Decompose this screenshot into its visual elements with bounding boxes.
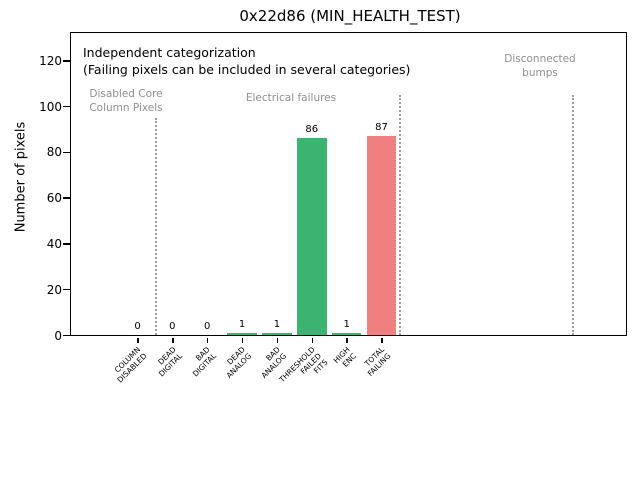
y-tick-label: 20 — [46, 282, 62, 297]
y-tick-mark — [63, 334, 70, 337]
x-tick-mark — [137, 338, 139, 343]
y-tick-label: 0 — [54, 328, 62, 343]
x-tick-mark — [241, 338, 244, 343]
x-tick-label: TOTAL FAILING — [363, 345, 393, 379]
y-axis-label: Number of pixels — [13, 121, 29, 233]
y-tick-mark — [63, 243, 70, 245]
y-tick-mark — [63, 60, 70, 62]
y-tick-label: 60 — [46, 191, 62, 206]
region-label-disconnected-bumps: Disconnected bumps — [504, 53, 576, 79]
separator-line — [571, 94, 574, 335]
x-tick-mark — [172, 338, 174, 343]
region-label-disabled-core: Disabled Core Column Pixels — [89, 88, 163, 114]
x-tick-label: COLUMN DISABLED — [112, 345, 149, 385]
y-tick-label: 120 — [39, 53, 62, 68]
bar-value-label: 1 — [238, 318, 246, 330]
y-tick-mark — [63, 197, 70, 199]
chart-title: 0x22d86 (MIN_HEALTH_TEST) — [239, 7, 461, 25]
x-tick-label: DEAD ANALOG — [224, 345, 254, 381]
bar-value-label: 87 — [375, 121, 388, 133]
y-tick-label: 40 — [46, 236, 62, 251]
x-tick-label: DEAD DIGITAL — [155, 345, 184, 379]
bar — [227, 332, 257, 335]
bar-value-label: 0 — [134, 321, 141, 332]
y-tick-mark — [63, 105, 70, 108]
y-tick-label: 80 — [46, 145, 62, 160]
bar-value-label: 86 — [305, 124, 319, 136]
bar-value-label: 1 — [273, 318, 281, 330]
x-tick-mark — [206, 338, 209, 343]
x-tick-mark — [381, 338, 383, 343]
x-tick-label: THRESHOLD FAILED FITS — [277, 345, 330, 385]
x-tick-mark — [276, 338, 279, 343]
y-tick-label: 100 — [39, 99, 62, 114]
bar — [262, 332, 292, 335]
annotation-independent: Independent categorization (Failing pixe… — [83, 45, 411, 77]
bar-value-label: 1 — [343, 318, 350, 330]
region-label-electrical-failures: Electrical failures — [245, 92, 337, 104]
plot-area: 0 0 0 1 1 86 1 87 — [70, 32, 627, 336]
y-tick-mark — [63, 151, 70, 154]
x-tick-label: BAD DIGITAL — [191, 345, 219, 379]
x-tick-mark — [311, 338, 314, 343]
x-tick-mark — [346, 338, 348, 343]
bar — [366, 135, 397, 335]
x-tick-label: HIGH ENC — [331, 345, 358, 369]
bar-value-label: 0 — [204, 321, 211, 332]
bar — [331, 332, 362, 335]
bar-value-label: 0 — [169, 321, 176, 332]
y-tick-mark — [63, 288, 70, 291]
separator-line — [154, 117, 157, 335]
separator-line — [398, 94, 401, 335]
bar — [297, 138, 327, 335]
